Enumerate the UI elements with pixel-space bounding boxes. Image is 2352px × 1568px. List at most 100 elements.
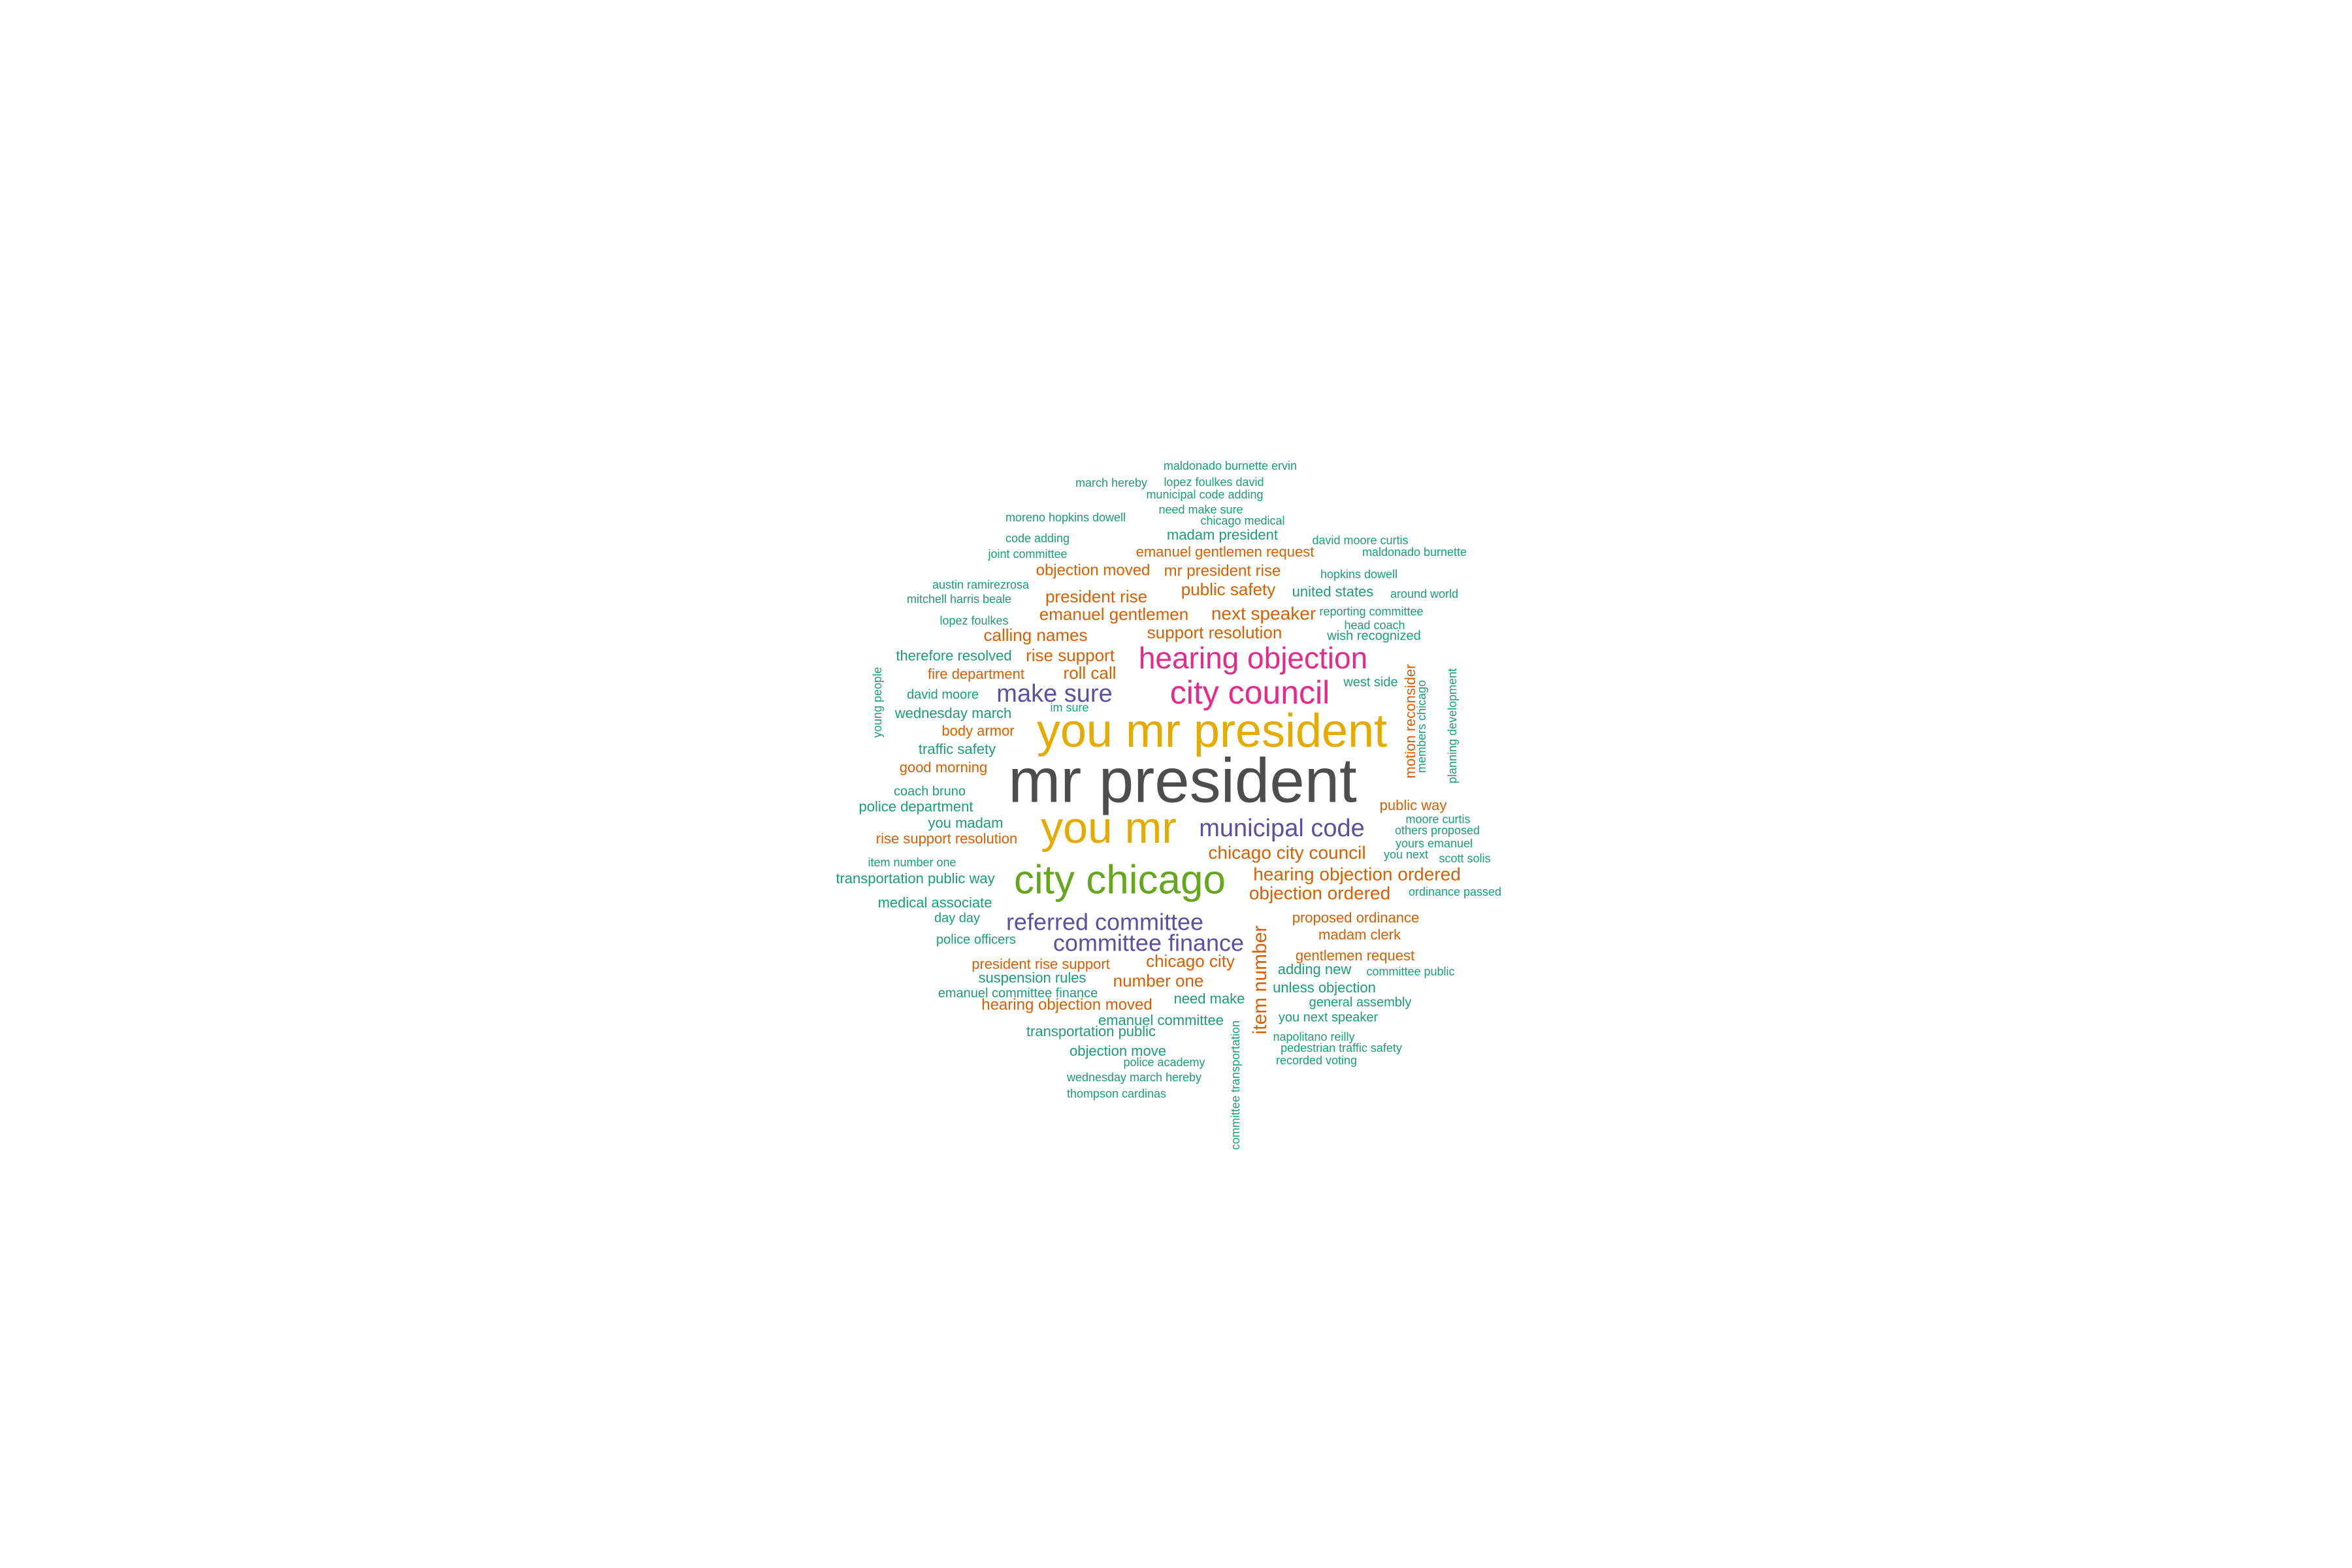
word-members-chicago: members chicago: [1415, 680, 1428, 773]
word-joint-committee: joint committee: [987, 547, 1067, 561]
word-maldonado-burnette-ervin: maldonado burnette ervin: [1164, 459, 1297, 472]
word-city-council: city council: [1170, 674, 1330, 711]
word-west-side: west side: [1343, 675, 1397, 689]
word-wednesday-march-hereby: wednesday march hereby: [1066, 1071, 1201, 1084]
word-david-moore: david moore: [907, 687, 979, 702]
word-police-academy: police academy: [1123, 1056, 1205, 1069]
word-you-next: you next: [1384, 848, 1428, 861]
word-moreno-hopkins-dowell: moreno hopkins dowell: [1005, 511, 1126, 524]
word-fire-department: fire department: [928, 666, 1024, 682]
word-transportation-public-way: transportation public way: [836, 870, 994, 887]
word-planning-development: planning development: [1446, 668, 1459, 783]
word-mr-president-rise: mr president rise: [1164, 562, 1281, 580]
word-gentlemen-request: gentlemen request: [1296, 947, 1414, 964]
word-hearing-objection-moved: hearing objection moved: [981, 996, 1152, 1013]
word-emanuel-committee-finance: emanuel committee finance: [938, 986, 1098, 1000]
word-city-chicago: city chicago: [1014, 857, 1226, 902]
word-coach-bruno: coach bruno: [894, 784, 966, 798]
word-pedestrian-traffic-safety: pedestrian traffic safety: [1281, 1041, 1402, 1054]
word-hearing-objection: hearing objection: [1139, 641, 1367, 675]
word-support-resolution: support resolution: [1147, 623, 1282, 642]
word-traffic-safety: traffic safety: [919, 741, 996, 757]
word-police-department: police department: [859, 798, 973, 815]
word-transportation-public: transportation public: [1026, 1023, 1156, 1039]
word-you-madam: you madam: [928, 815, 1004, 831]
word-others-proposed: others proposed: [1395, 824, 1480, 837]
word-good-morning: good morning: [900, 759, 988, 776]
word-committee-finance: committee finance: [1053, 930, 1244, 956]
word-objection-ordered: objection ordered: [1249, 883, 1390, 903]
word-scott-solis: scott solis: [1439, 852, 1490, 865]
word-therefore-resolved: therefore resolved: [896, 647, 1011, 664]
word-madam-clerk: madam clerk: [1318, 926, 1401, 943]
word-day-day: day day: [934, 911, 980, 925]
word-item-number: item number: [1249, 926, 1271, 1035]
word-item-number-one: item number one: [868, 856, 956, 869]
word-president-rise: president rise: [1045, 587, 1147, 606]
word-maldonado-burnette: maldonado burnette: [1362, 546, 1467, 559]
word-emanuel-committee: emanuel committee: [1098, 1012, 1224, 1028]
word-mitchell-harris-beale: mitchell harris beale: [907, 593, 1011, 606]
word-you-next-speaker: you next speaker: [1279, 1010, 1379, 1024]
word-chicago-city-council: chicago city council: [1208, 842, 1365, 862]
word-code-adding: code adding: [1005, 532, 1070, 545]
word-around-world: around world: [1390, 587, 1458, 600]
word-objection-move: objection move: [1070, 1043, 1166, 1059]
word-public-safety: public safety: [1181, 580, 1276, 599]
word-adding-new: adding new: [1278, 961, 1352, 977]
word-emanuel-gentlemen-request: emanuel gentlemen request: [1136, 544, 1315, 560]
word-chicago-city: chicago city: [1146, 951, 1235, 971]
word-make-sure: make sure: [996, 680, 1112, 708]
word-proposed-ordinance: proposed ordinance: [1292, 909, 1419, 926]
word-lopez-foulkes-david: lopez foulkes david: [1164, 476, 1264, 489]
word-medical-associate: medical associate: [878, 894, 992, 911]
word-thompson-cardinas: thompson cardinas: [1067, 1087, 1166, 1100]
word-wish-recognized: wish recognized: [1326, 629, 1420, 643]
word-hearing-objection-ordered: hearing objection ordered: [1253, 864, 1461, 884]
word-im-sure: im sure: [1050, 701, 1088, 714]
word-hopkins-dowell: hopkins dowell: [1320, 568, 1397, 581]
word-unless-objection: unless objection: [1273, 979, 1376, 996]
word-ordinance-passed: ordinance passed: [1409, 885, 1501, 898]
word-madam-president: madam president: [1167, 527, 1278, 543]
word-general-assembly: general assembly: [1309, 995, 1412, 1009]
word-public-way: public way: [1380, 797, 1447, 813]
word-next-speaker: next speaker: [1211, 603, 1316, 623]
word-united-states: united states: [1292, 583, 1374, 600]
word-you-mr: you mr: [1041, 803, 1177, 853]
word-need-make-sure: need make sure: [1158, 503, 1243, 516]
word-roll-call: roll call: [1064, 663, 1117, 683]
word-austin-ramirezrosa: austin ramirezrosa: [932, 578, 1030, 591]
word-recorded-voting: recorded voting: [1276, 1054, 1357, 1067]
word-head-coach: head coach: [1344, 619, 1405, 632]
word-referred-committee: referred committee: [1006, 909, 1203, 936]
word-you-mr-president: you mr president: [1037, 705, 1387, 757]
word-moore-curtis: moore curtis: [1405, 813, 1470, 826]
word-president-rise-support: president rise support: [972, 956, 1110, 972]
word-calling-names: calling names: [984, 625, 1088, 645]
word-committee-transportation: committee transportation: [1229, 1021, 1242, 1150]
word-rise-support-resolution: rise support resolution: [876, 830, 1017, 847]
word-number-one: number one: [1113, 971, 1204, 990]
word-body-armor: body armor: [941, 723, 1014, 739]
word-march-hereby: march hereby: [1075, 476, 1147, 489]
word-wednesday-march: wednesday march: [894, 705, 1012, 721]
word-mr-president: mr president: [1008, 745, 1357, 815]
word-police-officers: police officers: [936, 932, 1016, 947]
word-suspension-rules: suspension rules: [978, 970, 1086, 986]
word-municipal-code-adding: municipal code adding: [1146, 488, 1263, 501]
word-david-moore-curtis: david moore curtis: [1312, 534, 1408, 547]
word-committee-public: committee public: [1366, 965, 1454, 978]
word-rise-support: rise support: [1026, 645, 1115, 665]
word-yours-emanuel: yours emanuel: [1396, 837, 1473, 850]
word-lopez-foulkes: lopez foulkes: [939, 614, 1008, 627]
word-motion-reconsider: motion reconsider: [1402, 664, 1418, 779]
word-young-people: young people: [871, 667, 884, 738]
word-chicago-medical: chicago medical: [1200, 514, 1284, 527]
word-napolitano-reilly: napolitano reilly: [1273, 1030, 1354, 1043]
word-emanuel-gentlemen: emanuel gentlemen: [1039, 604, 1188, 624]
word-need-make: need make: [1174, 990, 1245, 1007]
word-reporting-committee: reporting committee: [1319, 605, 1423, 618]
word-municipal-code: municipal code: [1199, 815, 1364, 842]
